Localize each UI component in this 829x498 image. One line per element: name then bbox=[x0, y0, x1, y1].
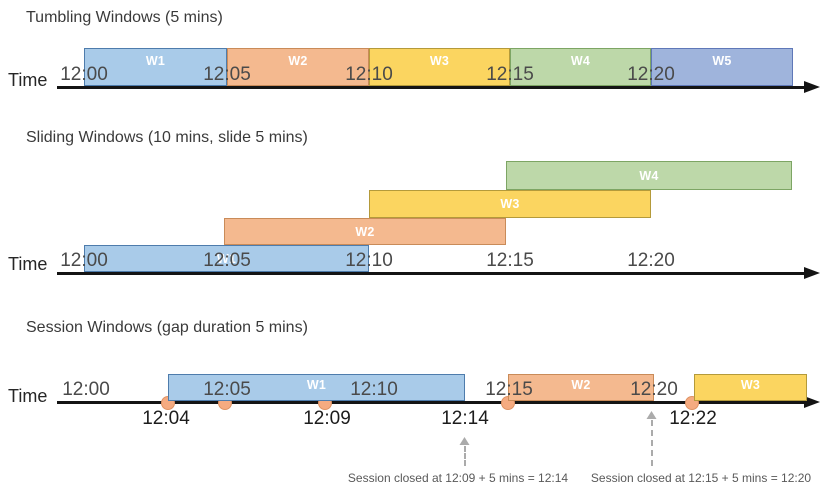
window-label: W2 bbox=[288, 54, 308, 68]
session-event-time-label: 12:14 bbox=[441, 408, 489, 429]
window-label: W3 bbox=[500, 197, 520, 211]
session-tick-label: 12:05 bbox=[203, 379, 251, 400]
session-tick-label: 12:00 bbox=[62, 379, 110, 400]
sliding-window-w3: W3 bbox=[369, 190, 651, 218]
window-label: W3 bbox=[429, 54, 450, 68]
sliding-tick-label: 12:10 bbox=[345, 250, 393, 271]
sliding-tick-label: 12:00 bbox=[60, 250, 108, 271]
window-label: W1 bbox=[216, 251, 237, 266]
tumbling-section-title: Tumbling Windows (5 mins) bbox=[26, 9, 223, 26]
tumbling-window-w2: W2 bbox=[227, 48, 369, 86]
session-time-axis bbox=[57, 401, 806, 404]
session-event-time-label: 12:04 bbox=[142, 408, 190, 429]
sliding-section-title: Sliding Windows (10 mins, slide 5 mins) bbox=[26, 129, 308, 146]
session-tick-label: 12:20 bbox=[630, 379, 678, 400]
sliding-window-w4: W4 bbox=[506, 161, 792, 190]
tumbling-window-w3: W3 bbox=[369, 48, 510, 86]
session-callout-arrowhead-icon bbox=[646, 411, 657, 419]
window-label: W4 bbox=[639, 168, 659, 183]
tumbling-window-w4: W4 bbox=[510, 48, 651, 86]
sliding-window-w1: W1 bbox=[84, 245, 369, 272]
sliding-tick-label: 12:20 bbox=[627, 250, 675, 271]
window-label: W1 bbox=[145, 54, 166, 68]
tumbling-window-w1: W1 bbox=[84, 48, 227, 86]
sliding-tick-label: 12:15 bbox=[486, 250, 534, 271]
session-event-time-label: 12:09 bbox=[303, 408, 351, 429]
tumbling-window-w5: W5 bbox=[651, 48, 793, 86]
sliding-time-axis bbox=[57, 272, 806, 275]
session-tick-label: 12:15 bbox=[485, 379, 533, 400]
session-annotation-text: Session closed at 12:09 + 5 mins = 12:14 bbox=[347, 471, 569, 485]
sliding-axis-arrowhead-icon bbox=[804, 267, 820, 279]
session-time-axis-label: Time bbox=[8, 386, 48, 406]
window-label: W5 bbox=[712, 54, 732, 68]
session-window-w1: W1 bbox=[168, 374, 465, 401]
sliding-time-axis-label: Time bbox=[8, 254, 48, 274]
session-callout-arrow-line bbox=[464, 446, 466, 466]
session-annotation-text: Session closed at 12:15 + 5 mins = 12:20 bbox=[590, 471, 812, 485]
session-section-title: Session Windows (gap duration 5 mins) bbox=[26, 319, 308, 336]
tumbling-tick-label: 12:15 bbox=[486, 64, 534, 85]
window-label: W2 bbox=[571, 378, 591, 392]
window-label: W3 bbox=[740, 378, 761, 392]
session-event-time-label: 12:22 bbox=[669, 408, 717, 429]
tumbling-tick-label: 12:20 bbox=[627, 64, 675, 85]
window-label: W4 bbox=[570, 54, 591, 68]
tumbling-axis-arrowhead-icon bbox=[804, 81, 820, 93]
session-window-w3: W3 bbox=[694, 374, 807, 401]
session-window-w2: W2 bbox=[508, 374, 654, 401]
tumbling-tick-label: 12:00 bbox=[60, 64, 108, 85]
tumbling-tick-label: 12:10 bbox=[345, 64, 393, 85]
sliding-window-w2: W2 bbox=[224, 218, 506, 245]
tumbling-tick-label: 12:05 bbox=[203, 64, 251, 85]
tumbling-time-axis-label: Time bbox=[8, 70, 48, 90]
session-callout-arrowhead-icon bbox=[459, 437, 470, 445]
sliding-tick-label: 12:05 bbox=[203, 250, 251, 271]
session-tick-label: 12:10 bbox=[350, 379, 398, 400]
window-label: W1 bbox=[306, 378, 327, 392]
tumbling-time-axis bbox=[57, 86, 806, 89]
session-axis-arrowhead-icon bbox=[804, 396, 820, 408]
window-label: W2 bbox=[355, 224, 375, 239]
session-callout-arrow-line bbox=[651, 420, 653, 466]
